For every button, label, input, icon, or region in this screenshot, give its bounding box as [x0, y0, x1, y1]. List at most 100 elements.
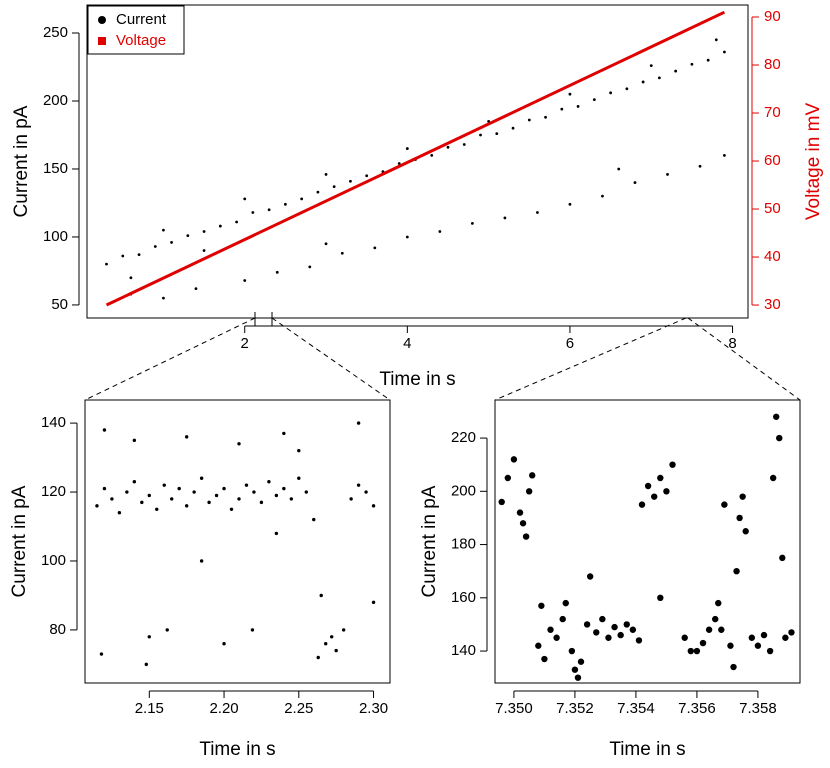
data-point: [267, 479, 271, 484]
data-point: [782, 634, 789, 641]
data-point: [289, 497, 294, 501]
data-point: [282, 486, 286, 491]
data-point: [153, 245, 157, 248]
data-point: [605, 634, 612, 641]
data-point: [177, 486, 181, 491]
data-point: [769, 474, 777, 482]
y-tick-label: 180: [451, 536, 476, 553]
y-tick-label: 120: [41, 483, 66, 500]
data-point: [340, 251, 344, 255]
data-point: [95, 504, 99, 508]
data-point: [527, 118, 531, 122]
data-point: [102, 486, 107, 491]
x-tick-label: 2.30: [359, 700, 388, 717]
legend-marker: [98, 37, 106, 45]
y-tick-label: 160: [451, 589, 476, 606]
data-point: [371, 504, 376, 508]
data-point: [282, 431, 286, 436]
y-axis-title: Current in pA: [11, 105, 32, 217]
data-point: [519, 520, 527, 527]
x-tick-label: 2: [241, 335, 249, 352]
data-point: [462, 143, 466, 146]
x-tick-label: 2.20: [209, 700, 238, 717]
x-tick-label: 8: [728, 335, 736, 352]
data-point: [690, 62, 694, 66]
data-point: [657, 474, 664, 482]
x-tick-label: 7.356: [678, 700, 716, 717]
data-point: [274, 531, 279, 536]
x-tick-label: 7.354: [617, 700, 655, 717]
data-point: [706, 58, 710, 62]
data-point: [470, 221, 474, 225]
data-point: [165, 628, 169, 632]
panel: 2.15 2.20 2.25 2.30 80 100 120 140 Time in s Curr…: [9, 399, 391, 760]
x-tick-label: 7.350: [495, 700, 533, 717]
data-point: [663, 488, 670, 495]
data-point: [229, 507, 234, 511]
data-point: [577, 658, 585, 665]
data-point: [102, 428, 107, 432]
data-point: [635, 637, 643, 644]
data-point: [522, 533, 530, 540]
data-point: [625, 87, 629, 91]
plot-frame: [494, 399, 801, 684]
data-point: [235, 220, 238, 224]
data-point: [705, 626, 713, 633]
data-point: [687, 647, 695, 655]
x-tick-label: 2.25: [284, 700, 313, 717]
data-point: [274, 493, 279, 498]
data-point: [730, 663, 737, 671]
y2-axis-title: Voltage in mV: [803, 103, 824, 221]
data-point: [275, 270, 279, 274]
panel: 2 4 6 8 50 100 150 200 250 30 40 50 60 70 80 90 Voltage …: [11, 4, 824, 390]
data-point: [733, 567, 740, 575]
y-tick-label: 140: [41, 414, 66, 431]
panel: 7.350 7.352 7.354 7.356 7.358 140 160 180 200 220…: [419, 399, 801, 760]
legend: Current Voltage: [87, 5, 185, 55]
data-point: [623, 621, 630, 628]
data-point: [586, 573, 594, 580]
data-point: [356, 421, 361, 425]
data-point: [504, 474, 512, 482]
data-point: [308, 265, 312, 269]
y-tick-label: 250: [43, 24, 68, 41]
data-point: [638, 501, 646, 508]
data-point: [736, 514, 743, 522]
data-point: [316, 655, 320, 660]
data-point: [155, 507, 159, 511]
data-point: [495, 132, 499, 136]
data-point: [562, 599, 569, 607]
data-point: [329, 635, 334, 639]
data-point: [657, 76, 661, 80]
data-point: [568, 647, 576, 655]
data-point: [259, 500, 264, 505]
data-point: [693, 647, 701, 655]
x-axis-title: Time in s: [199, 739, 275, 760]
data-point: [304, 490, 308, 494]
data-point: [617, 631, 624, 639]
data-point: [121, 254, 125, 258]
data-point: [674, 69, 678, 73]
data-point: [222, 642, 226, 646]
data-point: [617, 167, 621, 171]
data-point: [137, 253, 141, 257]
data-point: [251, 211, 255, 214]
data-point: [144, 662, 148, 667]
legend-label: Current: [116, 11, 167, 28]
data-point: [222, 486, 226, 491]
data-point: [583, 621, 591, 628]
data-point: [99, 652, 104, 656]
data-point: [712, 615, 719, 623]
x-tick-label: 4: [403, 335, 411, 352]
y-axis-title: Current in pA: [419, 485, 440, 597]
data-point: [788, 629, 795, 636]
data-point: [754, 642, 762, 649]
data-point: [633, 181, 637, 184]
data-point: [681, 634, 688, 641]
data-point: [601, 194, 604, 198]
data-point: [723, 50, 726, 54]
data-point: [666, 173, 669, 176]
data-point: [748, 634, 756, 641]
data-point: [714, 38, 718, 42]
